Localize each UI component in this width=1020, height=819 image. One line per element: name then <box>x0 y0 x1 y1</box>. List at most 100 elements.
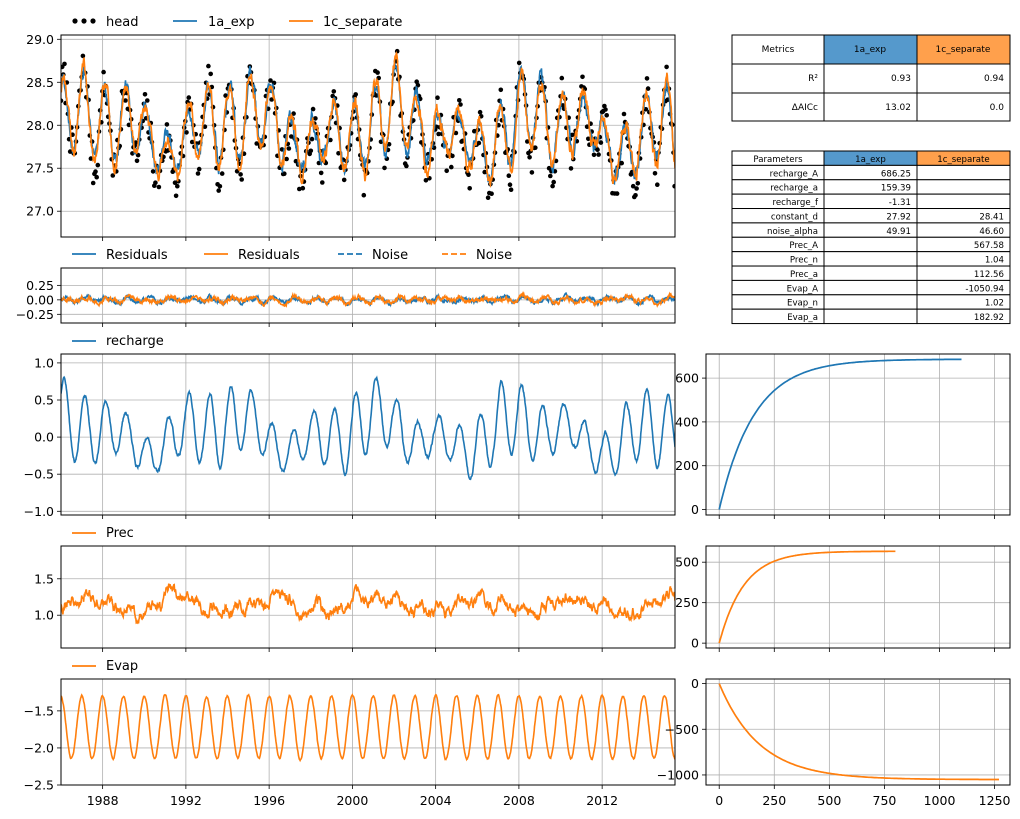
head-observation-point <box>580 74 585 80</box>
head-observation-point <box>189 139 195 145</box>
legend-head-dot <box>72 18 78 24</box>
legend-label-recharge: recharge <box>106 334 164 349</box>
head-observation-point <box>457 98 462 103</box>
metrics-header-1c-separate: 1c_separate <box>936 45 991 55</box>
param-cell: constant_d <box>771 212 818 222</box>
head-observation-point <box>123 98 128 103</box>
y-tick-label: 1.0 <box>34 355 54 370</box>
y-tick-label: −1000 <box>657 767 699 782</box>
head-observation-point <box>516 60 522 66</box>
legend-head-dot <box>90 18 96 24</box>
y-tick-label: 0.00 <box>26 292 54 307</box>
head-observation-point <box>525 139 530 144</box>
head-observation-point <box>375 70 380 75</box>
step-response-line <box>718 550 896 644</box>
param-cell: noise_alpha <box>767 227 818 237</box>
head-observation-point <box>450 153 455 159</box>
head-observation-point <box>328 137 333 143</box>
head-observation-point <box>153 180 158 185</box>
head-observation-point <box>313 116 318 121</box>
param-cell: 27.92 <box>886 212 911 222</box>
head-observation-point <box>529 170 535 175</box>
head-observation-point <box>586 136 591 142</box>
head-observation-point <box>284 156 289 162</box>
metrics-row-aicc-1a: 13.02 <box>885 103 911 113</box>
axes-frame <box>705 353 1011 516</box>
head-observation-point <box>216 188 221 193</box>
y-tick-label: −500 <box>665 722 699 737</box>
param-cell: -1.31 <box>889 198 911 208</box>
axes-frame <box>705 545 1011 649</box>
head-observation-point <box>320 180 325 185</box>
head-observation-point <box>582 86 588 92</box>
param-cell: recharge_A <box>770 169 818 179</box>
x-tick-label: 2008 <box>503 793 535 808</box>
y-tick-label: 1.0 <box>34 608 54 623</box>
x-tick-label: 2012 <box>586 793 618 808</box>
y-tick-label: 1.5 <box>34 571 54 586</box>
param-cell: 46.60 <box>979 227 1004 237</box>
head-observation-point <box>664 64 669 70</box>
chart-step_recharge: 0 200 400 600 <box>675 353 1011 519</box>
param-cell: 686.25 <box>881 169 911 179</box>
head-observation-point <box>238 172 243 177</box>
head-observation-point <box>217 184 223 189</box>
head-observation-point <box>458 102 463 107</box>
chart-step_prec: 500 250 0 <box>675 545 1011 652</box>
head-observation-point <box>308 148 314 154</box>
head-observation-point <box>472 128 477 134</box>
y-tick-label: −1.0 <box>24 504 54 519</box>
param-cell: -1050.94 <box>965 284 1004 294</box>
head-observation-point <box>173 193 179 199</box>
metrics-row-aicc-1c: 0.0 <box>990 103 1005 113</box>
head-observation-point <box>596 152 601 157</box>
param-cell: Evap_A <box>787 284 819 294</box>
head-observation-point <box>94 174 99 180</box>
y-tick-label: 400 <box>675 414 699 429</box>
chart-prec: 1.5 1.0 <box>34 545 676 652</box>
y-tick-label: 27.0 <box>26 204 54 219</box>
legend-label-residuals-2: Residuals <box>238 248 300 263</box>
head-observation-point <box>95 162 101 168</box>
head-observation-point <box>559 75 565 81</box>
head-observation-point <box>150 169 156 174</box>
param-cell: 112.56 <box>974 270 1004 280</box>
chart-panels: 27.027.528.028.529.00.250.00−0.251.00.50… <box>16 32 1011 808</box>
series-line-evap <box>61 693 675 763</box>
x-tick-label: 500 <box>817 793 841 808</box>
head-observation-point <box>453 130 459 136</box>
head-observation-point <box>202 124 208 129</box>
head-observation-point <box>527 155 532 160</box>
head-observation-point <box>142 92 148 97</box>
head-observation-point <box>436 131 441 137</box>
head-observation-point <box>268 78 273 83</box>
head-observation-point <box>310 106 316 112</box>
head-observation-point <box>341 177 347 183</box>
head-observation-point <box>186 95 192 100</box>
y-tick-label: −0.25 <box>16 307 54 322</box>
head-observation-point <box>533 145 538 150</box>
head-observation-point <box>336 151 341 156</box>
head-observation-point <box>184 130 189 135</box>
head-observation-point <box>498 87 504 93</box>
head-observation-point <box>208 71 213 77</box>
parameters-table: Parameters 1a_exp 1c_separate recharge_A 686… <box>731 150 1011 325</box>
head-observation-point <box>133 140 139 145</box>
y-tick-label: 0.0 <box>34 430 54 445</box>
param-header-cell: 1c_separate <box>937 155 989 165</box>
legend-label-evap: Evap <box>106 659 138 674</box>
x-tick-label: 2004 <box>420 793 452 808</box>
head-observation-point <box>353 92 359 97</box>
y-tick-label: 0 <box>691 502 699 517</box>
y-tick-label: 250 <box>675 595 699 610</box>
head-observation-point <box>318 170 324 176</box>
param-cell: 567.58 <box>974 241 1004 251</box>
metrics-header-1a-exp: 1a_exp <box>854 45 886 55</box>
legend-recharge: recharge <box>72 334 164 349</box>
head-observation-point <box>404 163 409 169</box>
param-cell: recharge_f <box>772 198 818 208</box>
y-tick-label: 28.5 <box>26 75 54 90</box>
head-observation-point <box>489 191 494 196</box>
axes-frame <box>60 545 676 649</box>
y-tick-label: 27.5 <box>26 161 54 176</box>
